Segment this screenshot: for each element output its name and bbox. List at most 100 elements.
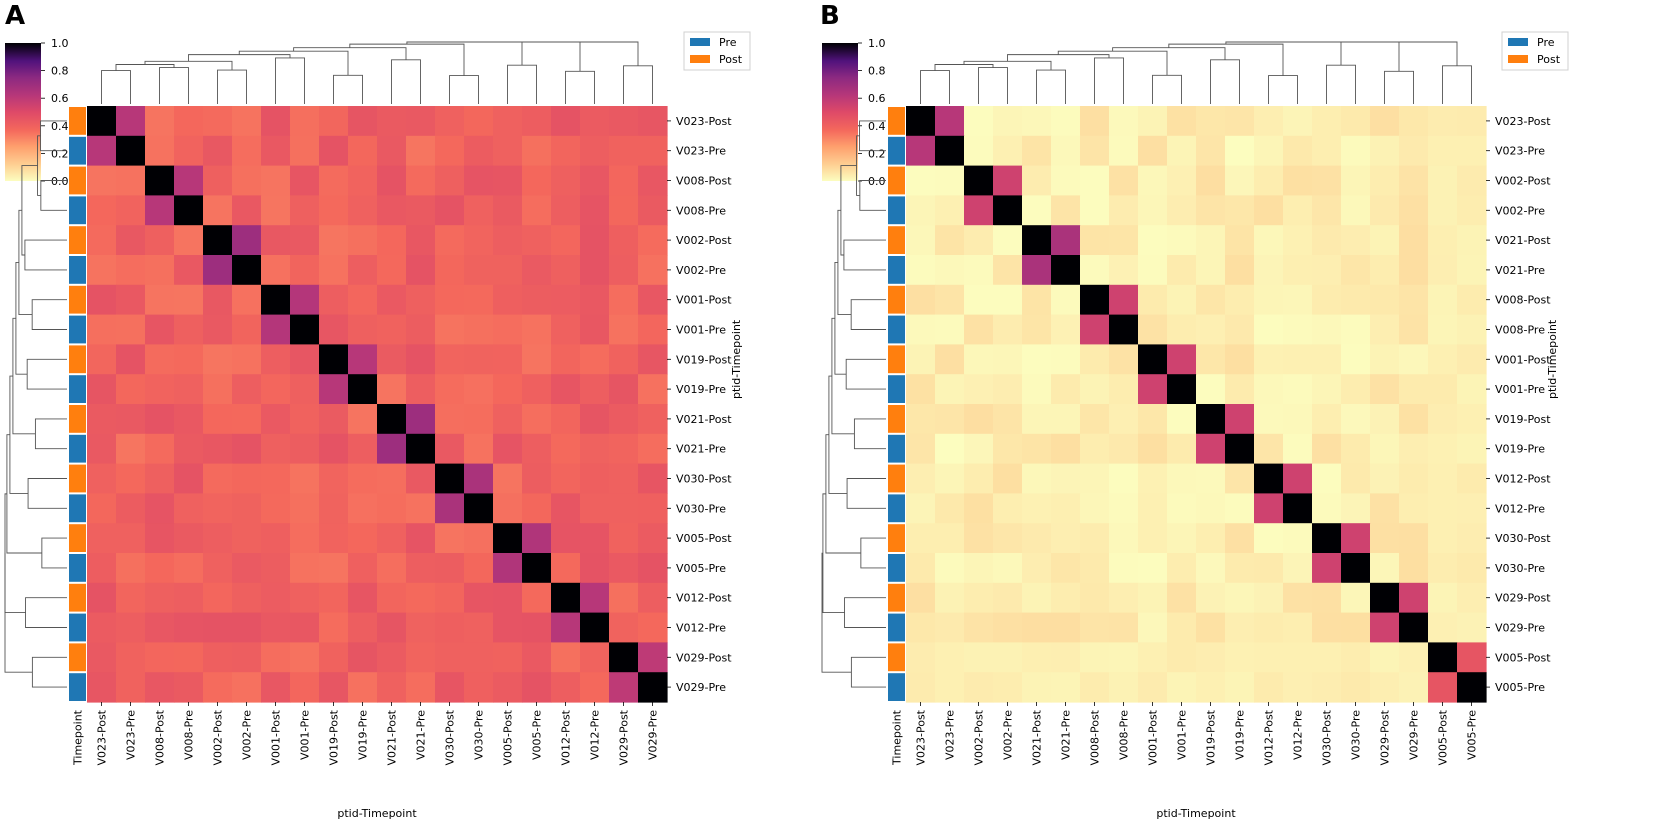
heatmap-cell [203,165,233,196]
heatmap-cell [377,284,407,316]
heatmap-cell [609,225,639,256]
row-label: V002-Post [1495,175,1551,188]
timepoint-annotation-cell [888,554,905,582]
heatmap-cell [964,314,994,345]
heatmap-cell [1312,374,1342,405]
heatmap-cell [609,404,639,435]
heatmap-cell [580,612,610,643]
heatmap-cell [464,225,494,256]
heatmap-cell [1283,225,1313,256]
heatmap-cell [145,404,175,435]
heatmap-cell [145,225,175,256]
heatmap-cell [1225,314,1255,345]
heatmap-cell [1312,463,1342,494]
heatmap-cell [1051,374,1081,405]
heatmap-cell [1254,225,1284,256]
heatmap-cell [1428,493,1458,524]
heatmap-cell [1225,553,1255,584]
heatmap-cell [522,582,552,614]
heatmap-cell [87,255,117,286]
heatmap-cell [1196,582,1226,614]
heatmap-cell [348,284,378,316]
heatmap-cell [1341,106,1371,137]
dendrogram-link [1168,43,1284,76]
heatmap-cell [377,374,407,405]
heatmap-cell [1370,553,1400,584]
timepoint-annotation-cell [69,583,86,612]
heatmap-cell [174,433,204,465]
heatmap-cell [1457,255,1487,286]
heatmap-cell [174,493,204,524]
heatmap-cell [964,582,994,614]
column-label: V012-Post [560,709,573,765]
dendrogram-link [1152,74,1182,104]
dendrogram-link [1442,65,1472,104]
heatmap-cell [1225,404,1255,435]
heatmap-cell [435,374,465,405]
heatmap-cell [580,135,610,167]
heatmap-cell [993,135,1023,167]
heatmap-cell [1341,672,1371,703]
heatmap-cell [935,135,965,167]
heatmap-cell [1341,284,1371,316]
heatmap-cell [1225,672,1255,703]
heatmap-cell [1457,433,1487,465]
heatmap-cell [1254,612,1284,643]
heatmap-cell [1341,404,1371,435]
heatmap-cell [464,374,494,405]
heatmap-cell [1399,553,1429,584]
heatmap-cell [1399,135,1429,167]
column-label: V029-Pre [1408,710,1421,760]
heatmap-cell [319,433,349,465]
heatmap-cell [116,374,146,405]
heatmap-cell [1457,553,1487,584]
heatmap-cell [1080,195,1110,226]
heatmap-cell [1370,195,1400,226]
heatmap-cell [906,374,936,405]
heatmap-cell [935,404,965,435]
heatmap-cell [1399,612,1429,643]
row-label: V012-Post [1495,473,1551,486]
heatmap-cell [377,463,407,494]
heatmap-cell [1341,433,1371,465]
heatmap-cell [1457,404,1487,435]
column-label: V023-Post [96,709,109,765]
heatmap-cell [435,255,465,286]
heatmap-cell [1080,493,1110,524]
heatmap-cell [261,344,291,375]
heatmap-cell [935,374,965,405]
heatmap-cell [377,344,407,375]
heatmap-cell [1167,642,1197,673]
heatmap-cell [174,284,204,316]
y-axis-label: ptid-Timepoint [730,319,743,399]
dendrogram-link [34,418,67,450]
timepoint-annotation-cell [888,643,905,672]
heatmap-cell [116,642,146,673]
heatmap-cell [609,135,639,167]
row-label: V002-Pre [676,264,726,277]
heatmap-cell [1399,493,1429,524]
heatmap-cell [348,165,378,196]
heatmap-cell [993,582,1023,614]
heatmap-cell [580,493,610,524]
heatmap-cell [1254,284,1284,316]
heatmap-cell [935,255,965,286]
heatmap-cell [906,195,936,226]
heatmap-cell [993,195,1023,226]
heatmap-cell [377,582,407,614]
heatmap-cell [232,374,262,405]
heatmap-cell [1341,493,1371,524]
heatmap-cell [203,106,233,137]
heatmap-cell [1341,523,1371,554]
dendrogram-link [333,74,363,104]
heatmap-cell [935,642,965,673]
heatmap-cell [232,106,262,137]
heatmap-cell [609,106,639,137]
heatmap-cell [406,493,436,524]
heatmap-cell [145,612,175,643]
heatmap-cell [935,553,965,584]
heatmap-cell [203,314,233,345]
heatmap-cell [1225,284,1255,316]
heatmap-cell [261,612,291,643]
heatmap-cell [406,404,436,435]
